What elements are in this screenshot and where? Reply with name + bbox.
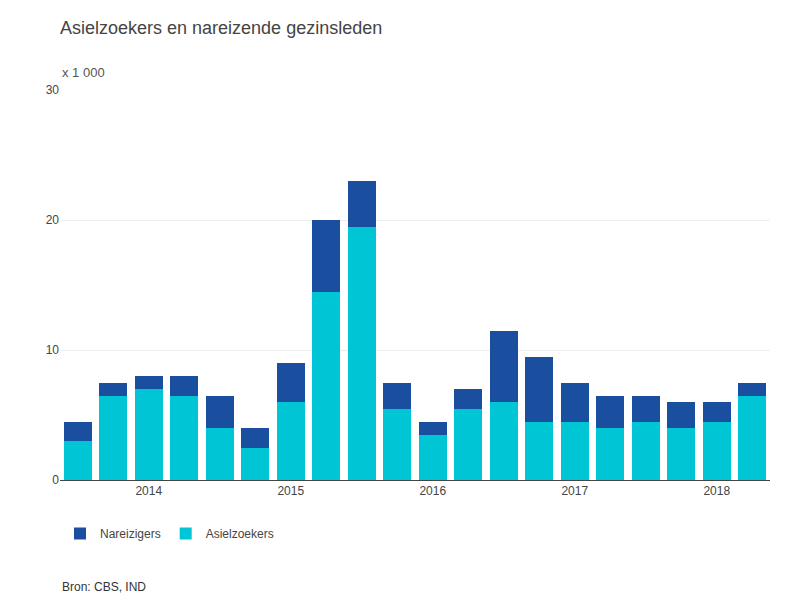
svg-text:10: 10 [46,343,60,357]
svg-text:2016: 2016 [419,484,446,498]
svg-text:Bron: CBS, IND: Bron: CBS, IND [62,580,146,594]
svg-text:2018: 2018 [703,484,730,498]
svg-text:Asielzoekers: Asielzoekers [206,527,274,541]
svg-text:Nareizigers: Nareizigers [100,527,161,541]
svg-text:30: 30 [46,83,60,97]
svg-text:2017: 2017 [561,484,588,498]
svg-text:x 1 000: x 1 000 [62,65,105,80]
svg-text:0: 0 [52,473,59,487]
svg-text:2014: 2014 [135,484,162,498]
svg-text:2015: 2015 [277,484,304,498]
svg-text:Asielzoekers en nareizende gez: Asielzoekers en nareizende gezinsleden [60,18,382,38]
svg-text:20: 20 [46,213,60,227]
